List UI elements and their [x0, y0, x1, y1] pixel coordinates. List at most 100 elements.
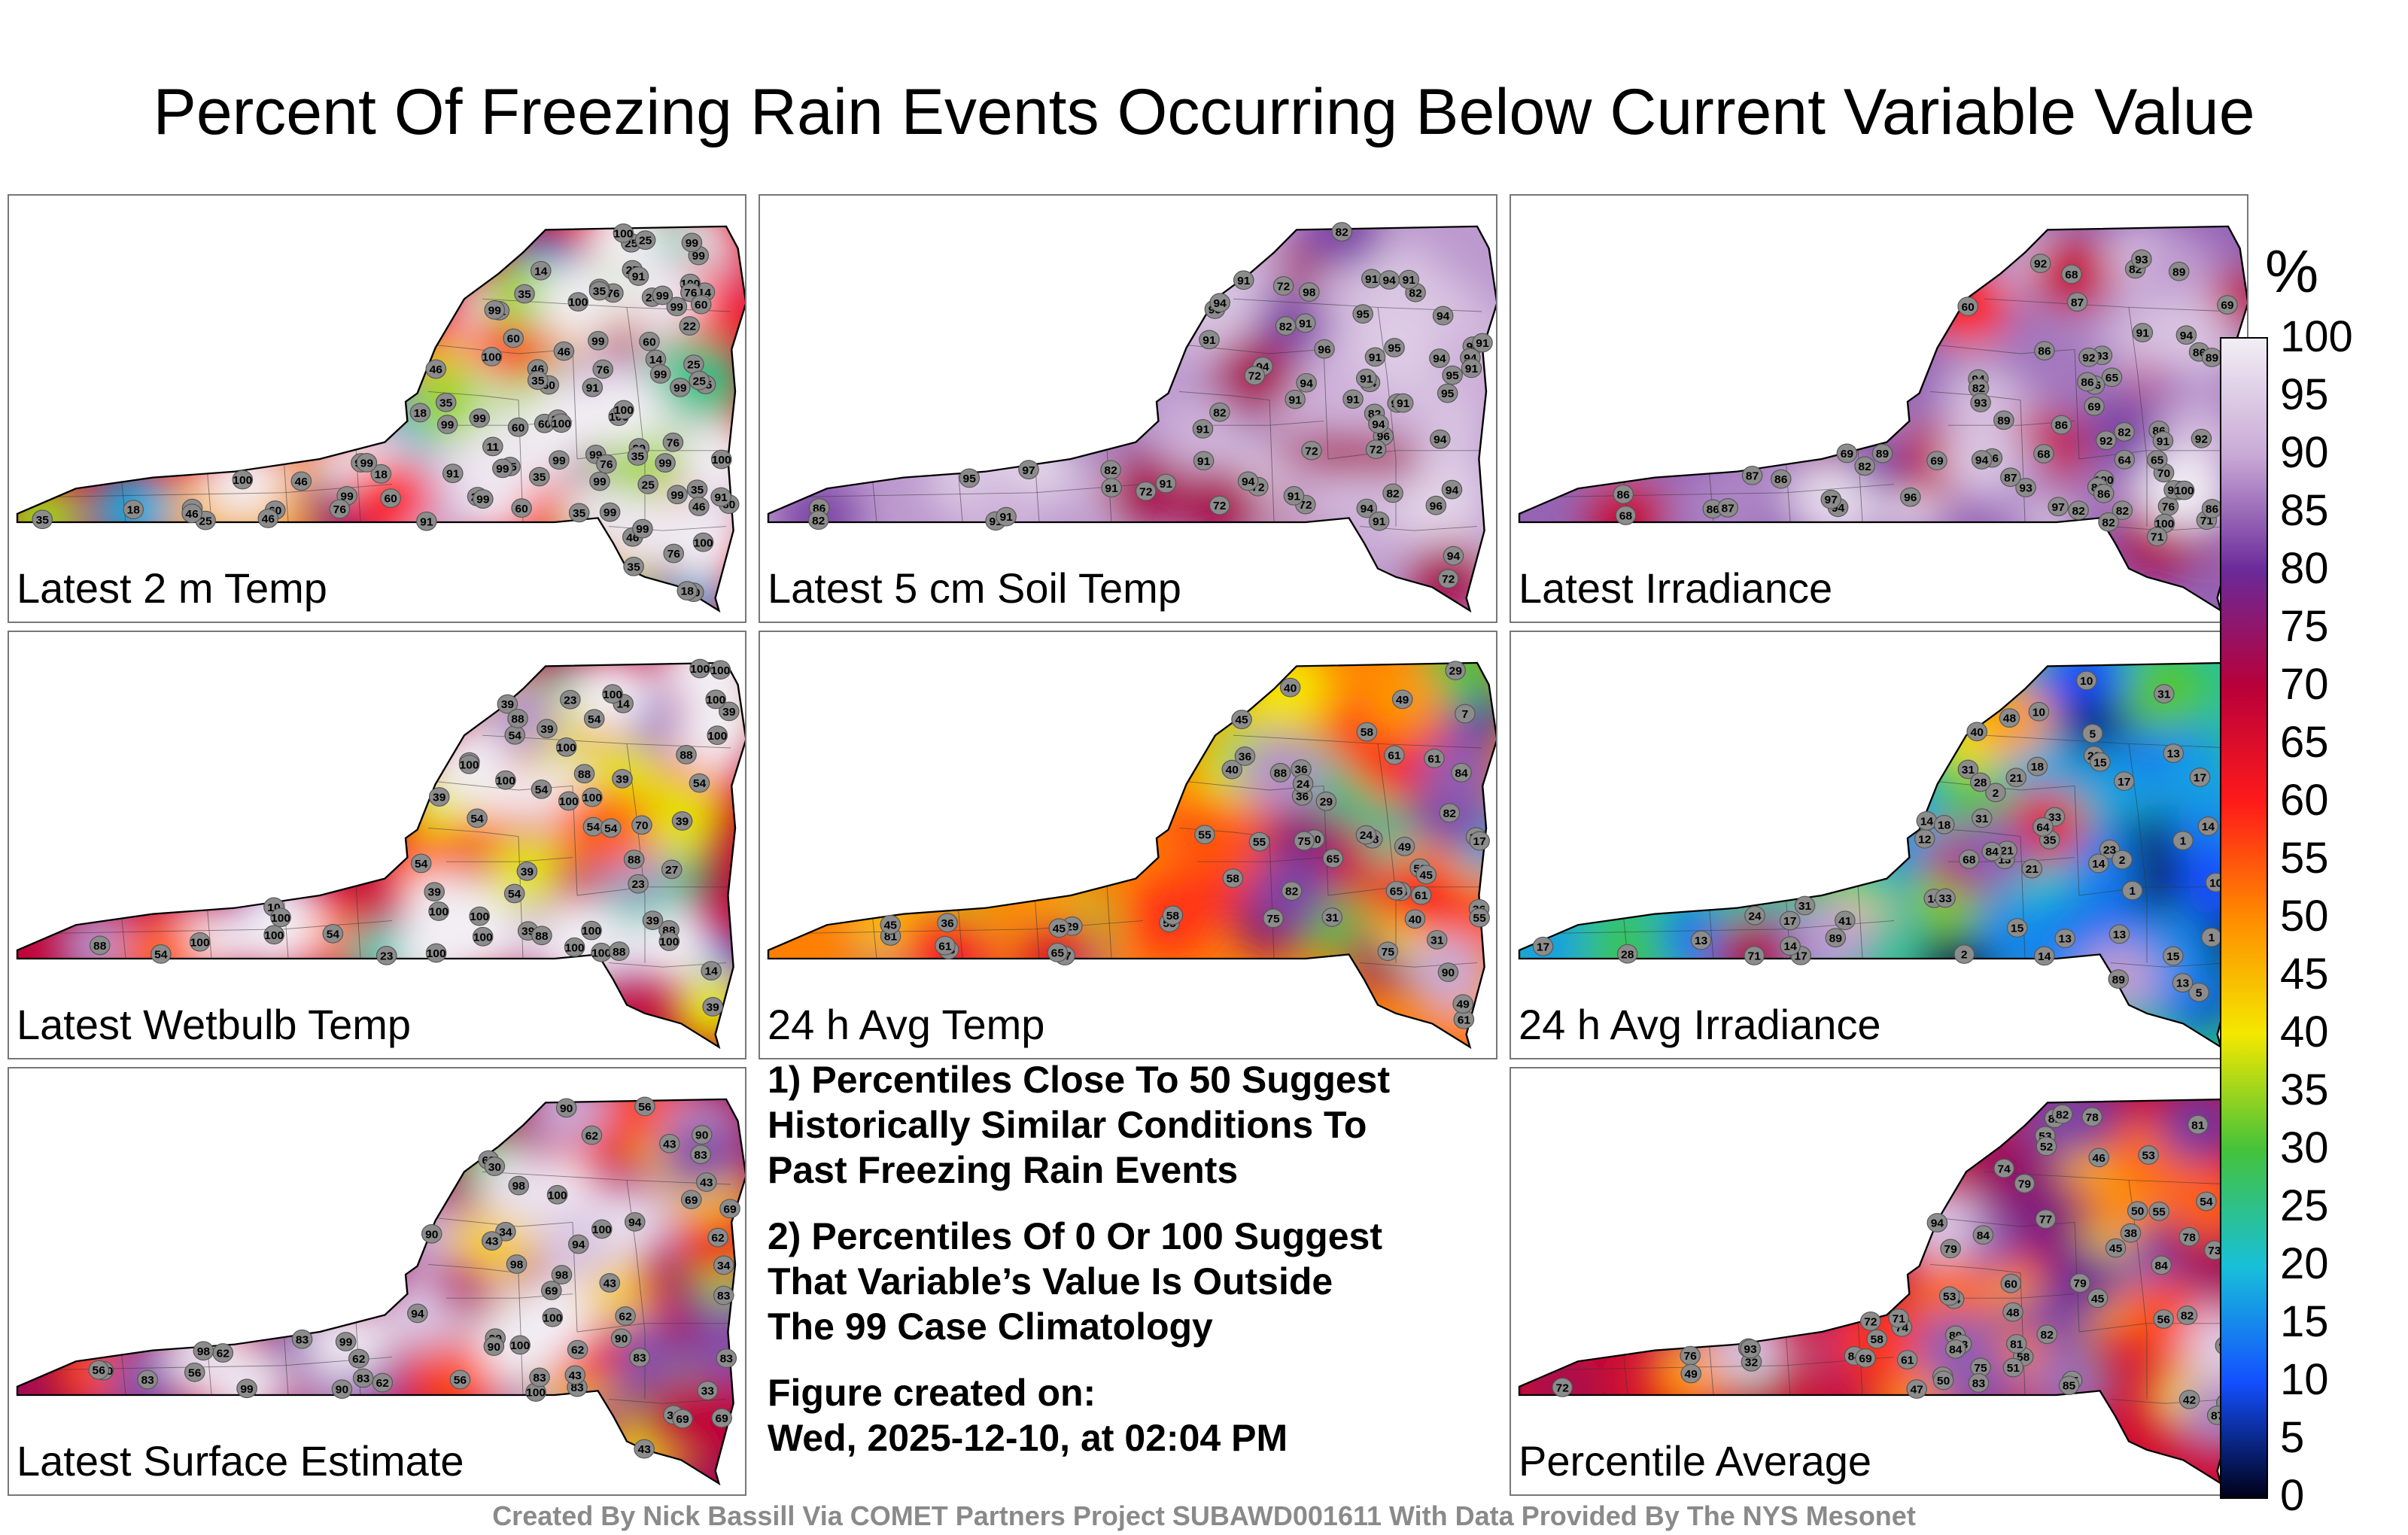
station-value: 97 — [2051, 501, 2064, 513]
station-marker — [1377, 941, 1399, 962]
county-border — [1197, 421, 1324, 426]
station-value: 82 — [1386, 488, 1399, 500]
station-marker — [1379, 270, 1400, 290]
station-marker — [639, 331, 660, 351]
station-marker — [1018, 460, 1039, 480]
county-border — [446, 857, 573, 862]
station-marker — [2087, 1288, 2109, 1309]
county-border — [518, 1272, 524, 1396]
station-value: 11 — [487, 441, 499, 453]
station-value: 76 — [607, 287, 619, 299]
station-value: 55 — [1198, 829, 1211, 841]
station-value: 98 — [197, 1345, 210, 1357]
station-value: 68 — [2037, 448, 2050, 460]
station-value: 94 — [411, 1308, 424, 1320]
station-value: 100 — [473, 932, 493, 944]
station-value: 100 — [710, 664, 730, 676]
station-value: 39 — [646, 915, 659, 927]
station-value: 95 — [963, 473, 976, 485]
station-marker — [1209, 402, 1230, 422]
station-value: 39 — [616, 774, 628, 786]
station-marker — [2084, 396, 2105, 416]
station-marker — [2002, 1302, 2023, 1322]
station-value: 100 — [559, 796, 579, 808]
station-marker — [1135, 481, 1157, 501]
station-value: 86 — [1707, 503, 1719, 515]
county-border — [1622, 1348, 1628, 1396]
station-marker — [2131, 249, 2152, 269]
station-value: 82 — [2116, 505, 2129, 517]
station-value: 40 — [1409, 913, 1421, 926]
station-marker — [270, 907, 291, 928]
station-marker — [1972, 1225, 1994, 1245]
station-value: 54 — [415, 858, 428, 870]
station-value: 21 — [2000, 845, 2013, 857]
station-marker — [1404, 909, 1426, 929]
station-value: 35 — [573, 507, 585, 519]
station-marker — [1231, 710, 1252, 730]
county-border — [957, 904, 963, 959]
station-value: 83 — [717, 1290, 730, 1302]
station-value: 94 — [1361, 503, 1374, 515]
station-value: 68 — [1963, 854, 1975, 866]
station-marker — [2151, 1255, 2172, 1275]
station-value: 91 — [1202, 334, 1215, 346]
station-value: 100 — [552, 418, 571, 430]
station-marker — [291, 1329, 313, 1349]
station-marker — [1443, 546, 1464, 566]
station-value: 46 — [558, 346, 570, 358]
station-marker — [1314, 339, 1335, 359]
station-value: 61 — [1388, 749, 1400, 761]
station-marker — [481, 1231, 503, 1251]
station-marker — [637, 474, 659, 494]
station-value: 82 — [1409, 287, 1421, 299]
station-value: 54 — [587, 822, 600, 834]
station-marker — [2163, 743, 2185, 763]
station-value: 35 — [691, 484, 704, 496]
station-value: 54 — [2200, 1196, 2213, 1208]
station-marker — [356, 453, 378, 473]
station-value: 17 — [1783, 916, 1796, 928]
station-marker — [2188, 1114, 2209, 1135]
county-border — [1187, 345, 1324, 354]
station-value: 76 — [1683, 1351, 1696, 1363]
station-value: 77 — [2039, 1214, 2052, 1226]
station-marker — [1820, 489, 1842, 509]
station-value: 71 — [1748, 950, 1761, 962]
station-value: 82 — [2041, 1329, 2054, 1341]
station-value: 91 — [1373, 516, 1385, 528]
station-marker — [1968, 1373, 1990, 1393]
station-marker — [691, 1125, 713, 1145]
station-marker — [1342, 389, 1364, 409]
station-value: 42 — [2183, 1394, 2196, 1406]
station-marker — [1410, 885, 1432, 905]
station-value: 24 — [1360, 830, 1373, 842]
station-value: 91 — [1288, 491, 1300, 503]
station-value: 62 — [217, 1348, 230, 1360]
state-border — [636, 1479, 745, 1494]
station-marker — [1221, 759, 1243, 780]
station-marker — [2051, 415, 2072, 435]
station-marker — [996, 506, 1017, 527]
station-value: 91 — [999, 512, 1012, 524]
station-marker — [2066, 292, 2088, 312]
station-value: 89 — [2172, 266, 2185, 278]
station-marker — [1331, 222, 1352, 242]
station-value: 60 — [643, 336, 655, 348]
station-marker — [612, 769, 633, 789]
station-marker — [181, 503, 202, 524]
station-value: 96 — [1318, 344, 1330, 356]
station-value: 83 — [720, 1353, 733, 1365]
station-value: 32 — [1745, 1357, 1758, 1369]
station-marker — [2153, 1309, 2175, 1329]
station-value: 83 — [694, 1149, 707, 1161]
station-value: 31 — [1326, 912, 1339, 924]
panel-latest-2m-temp: 4646221460762511359960181418919960764635… — [8, 194, 746, 623]
station-marker — [123, 500, 144, 520]
station-marker — [705, 689, 727, 710]
station-marker — [352, 1368, 374, 1388]
station-value: 81 — [2191, 1120, 2204, 1132]
station-value: 94 — [628, 1217, 642, 1229]
station-marker — [1047, 943, 1069, 962]
station-marker — [2033, 816, 2054, 837]
